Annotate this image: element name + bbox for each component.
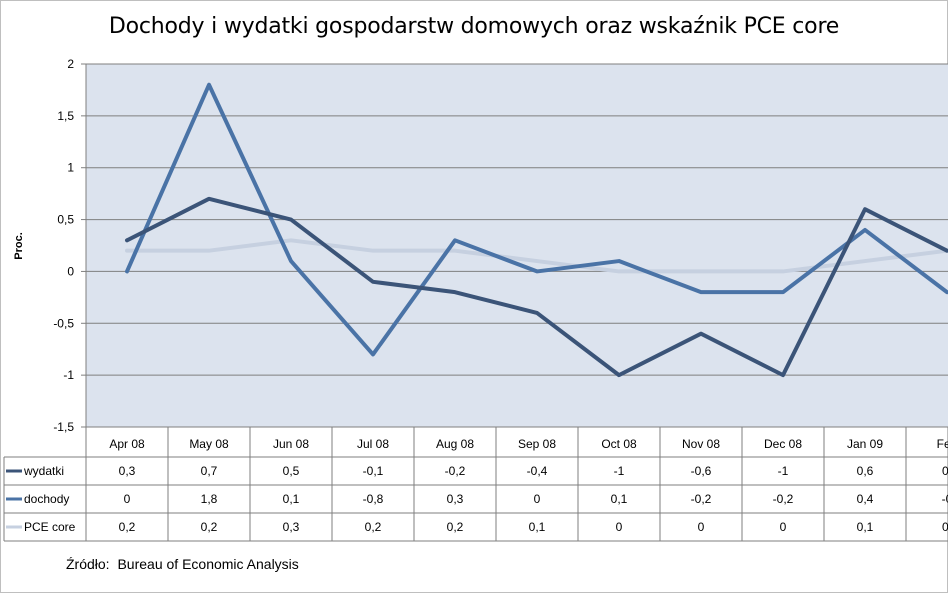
data-point [126, 270, 128, 272]
data-point [618, 374, 620, 376]
plot-area [85, 63, 948, 428]
data-point [454, 250, 456, 252]
data-label: 0,6 [857, 464, 874, 478]
y-tick-label: 1 [67, 161, 74, 175]
y-tick-label: -1 [63, 368, 74, 382]
legend-entry: wydatki [23, 464, 64, 478]
data-label: -1 [614, 464, 625, 478]
data-point [782, 270, 784, 272]
data-point [536, 312, 538, 314]
data-point [290, 260, 292, 262]
data-label: 0,1 [857, 520, 874, 534]
x-tick-label: May 08 [189, 437, 229, 451]
data-label: -0,8 [363, 492, 384, 506]
x-tick-label: Jul 08 [357, 437, 389, 451]
y-tick-label: 1,5 [57, 109, 74, 123]
data-label: 0,3 [283, 520, 300, 534]
data-label: 0 [534, 492, 541, 506]
data-point [126, 239, 128, 241]
data-label: 0 [616, 520, 623, 534]
data-point [946, 291, 948, 293]
x-tick-label: Apr 08 [109, 437, 145, 451]
data-label: 0,5 [283, 464, 300, 478]
data-label: -0,2 [445, 464, 466, 478]
data-point [618, 270, 620, 272]
y-tick-label: -1,5 [53, 420, 74, 434]
x-tick-label: Feb [937, 437, 948, 451]
y-tick-label: 2 [67, 57, 74, 71]
data-label: -0 [942, 492, 948, 506]
data-point [782, 374, 784, 376]
source-text: Bureau of Economic Analysis [117, 556, 299, 572]
x-tick-label: Jan 09 [847, 437, 883, 451]
data-label: 0,3 [447, 492, 464, 506]
data-point [454, 291, 456, 293]
data-label: 0 [780, 520, 787, 534]
y-tick-label: 0 [67, 264, 74, 278]
data-point [208, 84, 210, 86]
data-label: 0,3 [119, 464, 136, 478]
data-label: 0,1 [529, 520, 546, 534]
data-point [290, 219, 292, 221]
data-point [372, 250, 374, 252]
x-tick-label: Jun 08 [273, 437, 309, 451]
x-tick-label: Dec 08 [764, 437, 802, 451]
data-point [536, 270, 538, 272]
data-label: 0,2 [119, 520, 136, 534]
source-label: Źródło: [66, 556, 110, 572]
data-point [864, 208, 866, 210]
data-point [700, 333, 702, 335]
data-label: -0,2 [691, 492, 712, 506]
data-point [700, 270, 702, 272]
x-tick-label: Oct 08 [601, 437, 637, 451]
data-label: 0,2 [201, 520, 218, 534]
data-label: 0,2 [447, 520, 464, 534]
data-point [208, 198, 210, 200]
data-label: -0,6 [691, 464, 712, 478]
x-tick-label: Aug 08 [436, 437, 474, 451]
source-note: Źródło: Bureau of Economic Analysis [66, 556, 299, 572]
data-label: 0,2 [365, 520, 382, 534]
data-label: 0, [942, 464, 948, 478]
data-point [208, 250, 210, 252]
data-point [454, 239, 456, 241]
data-label: -0,4 [527, 464, 548, 478]
legend-entry: PCE core [24, 520, 76, 534]
data-point [700, 291, 702, 293]
data-point [946, 250, 948, 252]
y-tick-label: 0,5 [57, 213, 74, 227]
data-point [290, 239, 292, 241]
x-tick-label: Sep 08 [518, 437, 556, 451]
data-label: 0,1 [283, 492, 300, 506]
data-point [864, 229, 866, 231]
data-label: 0 [124, 492, 131, 506]
data-point [864, 260, 866, 262]
data-label: -0,2 [773, 492, 794, 506]
data-label: 1,8 [201, 492, 218, 506]
x-tick-label: Nov 08 [682, 437, 720, 451]
data-label: -0,1 [363, 464, 384, 478]
chart-title: Dochody i wydatki gospodarstw domowych o… [108, 14, 840, 39]
data-label: -1 [778, 464, 789, 478]
data-point [618, 260, 620, 262]
data-label: 0 [698, 520, 705, 534]
legend-entry: dochody [24, 492, 69, 506]
y-tick-label: -0,5 [53, 316, 74, 330]
data-point [782, 291, 784, 293]
data-point [372, 281, 374, 283]
data-label: 0,7 [201, 464, 218, 478]
data-point [126, 250, 128, 252]
data-label: 0, [942, 520, 948, 534]
data-label: 0,1 [611, 492, 628, 506]
data-point [536, 260, 538, 262]
data-point [372, 353, 374, 355]
data-label: 0,4 [857, 492, 874, 506]
